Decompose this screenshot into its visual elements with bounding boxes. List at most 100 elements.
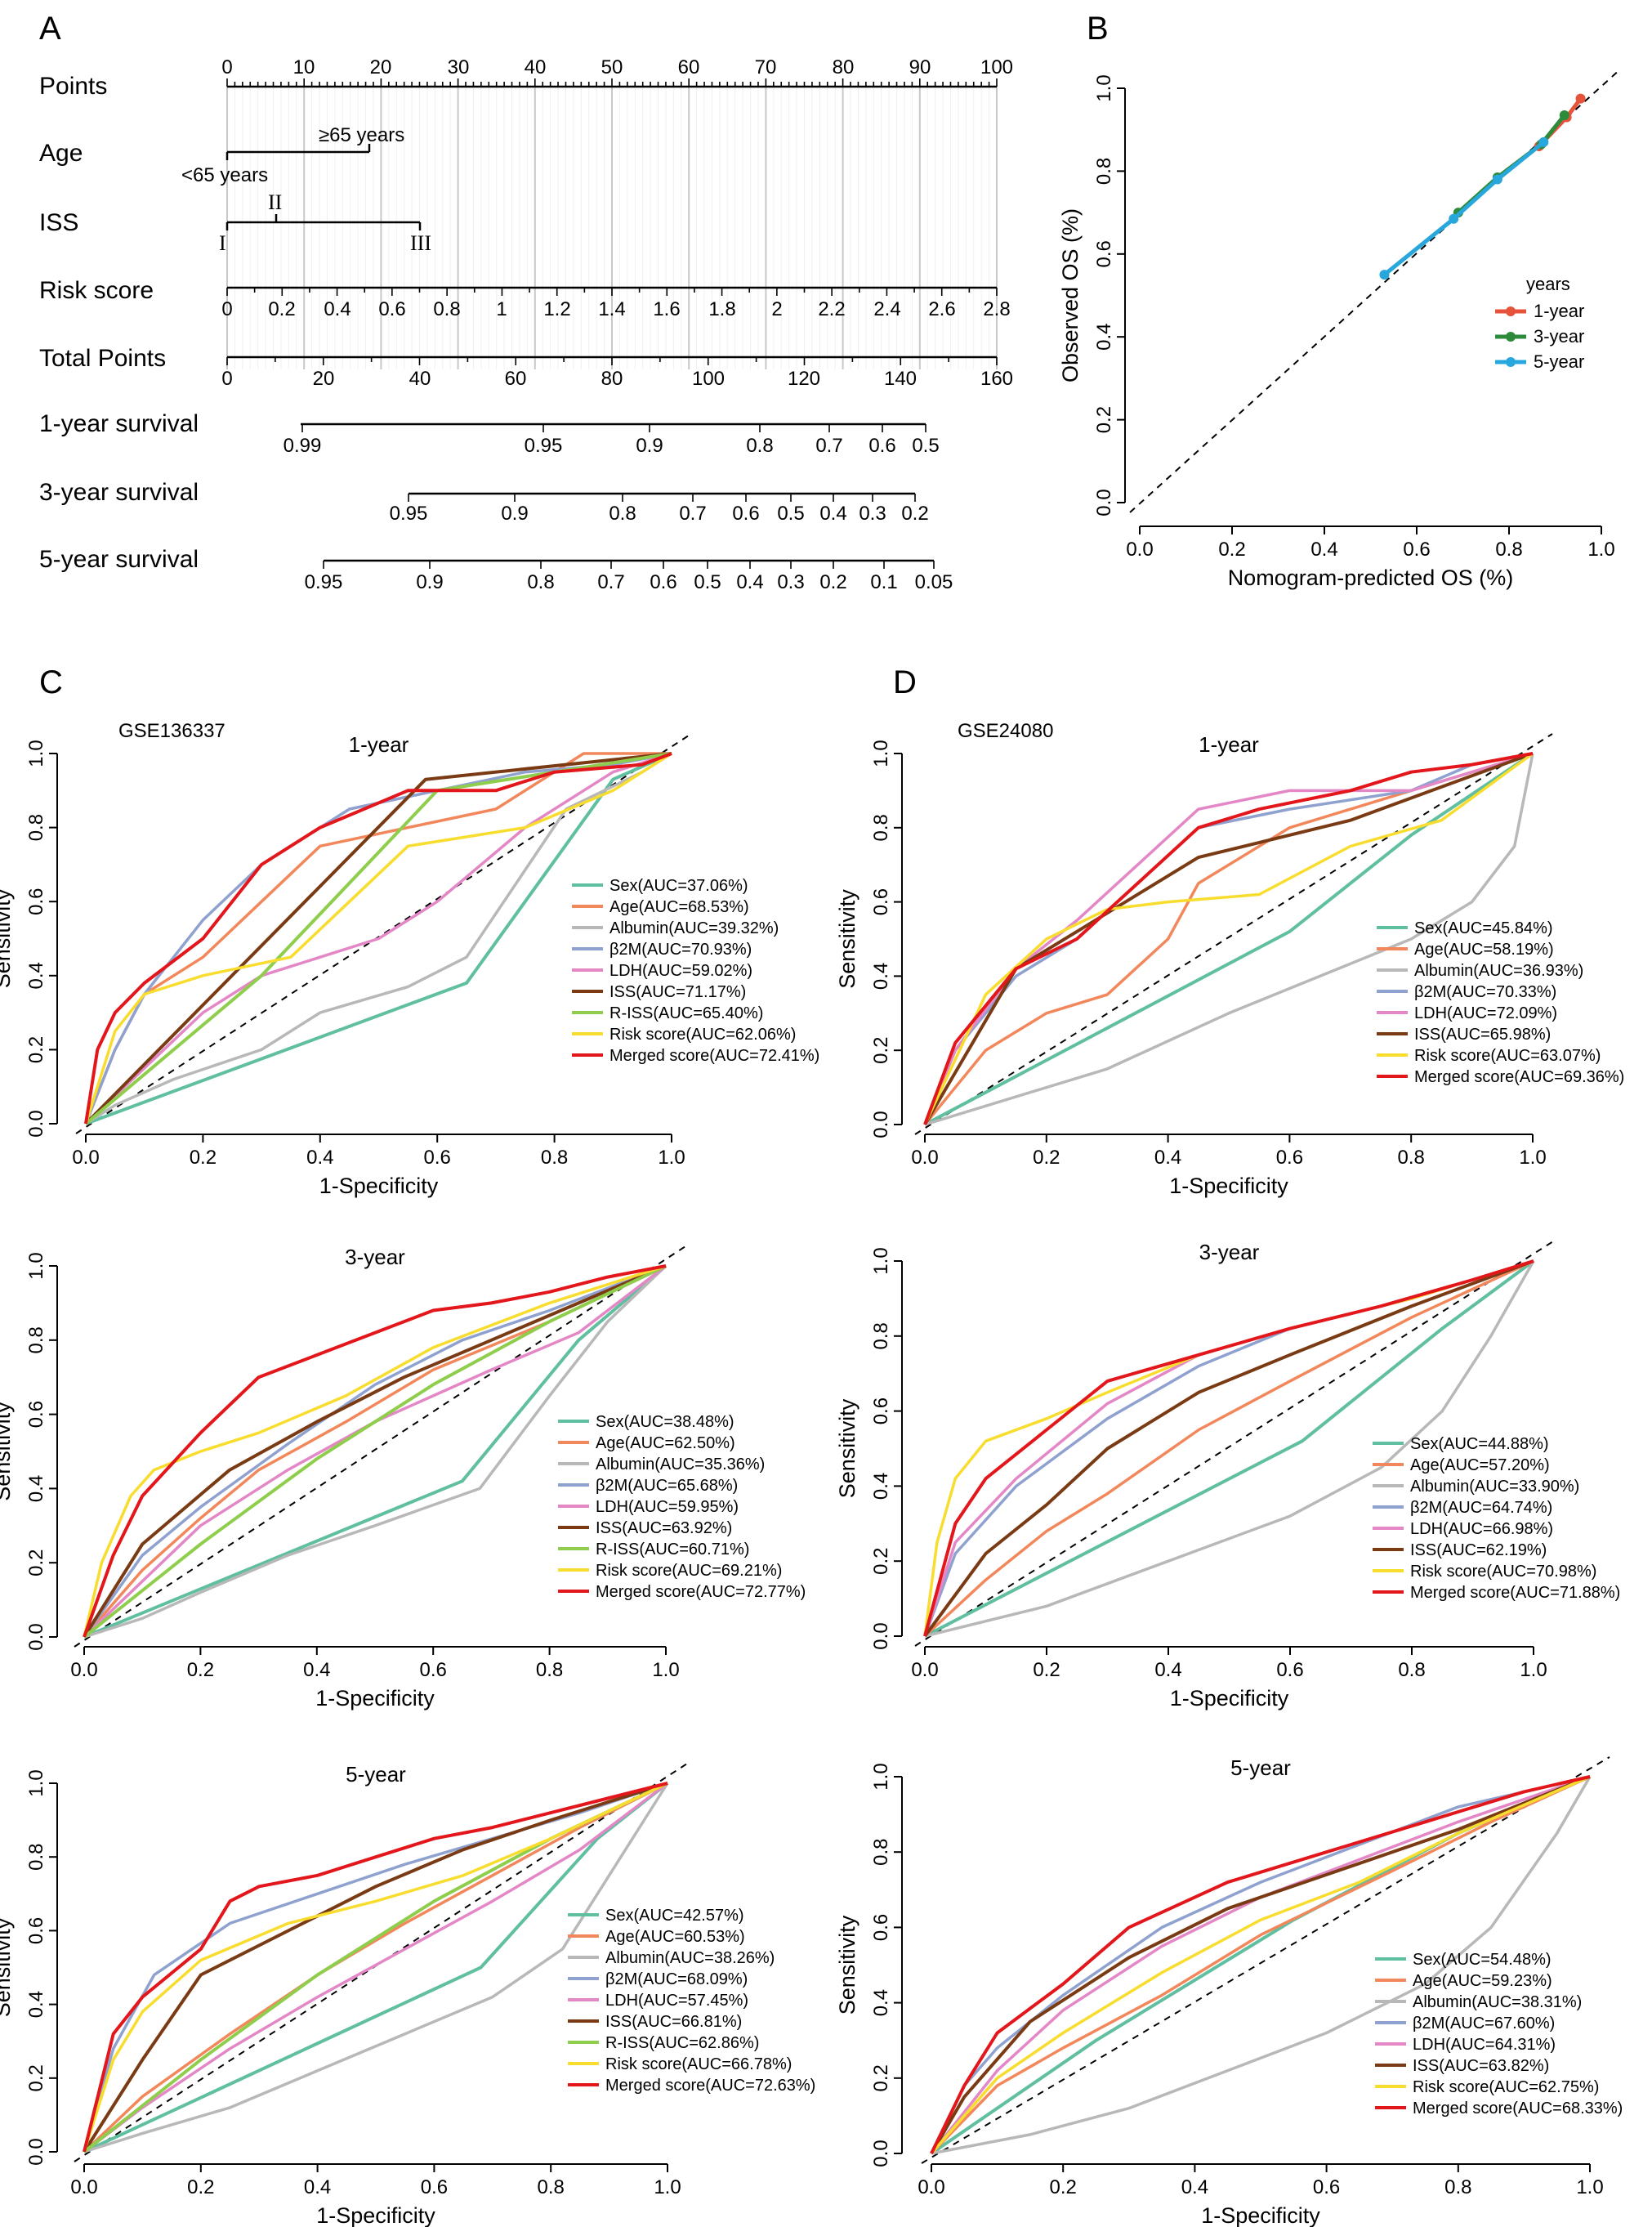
roc-curve-albumin — [924, 753, 1534, 1126]
risk-tick-2: 2 — [771, 298, 782, 320]
roc-curve-age — [83, 1782, 668, 2153]
legend-label: Risk score(AUC=70.98%) — [1410, 1563, 1596, 1581]
y-tick-label: 0.2 — [870, 2064, 892, 2091]
s1-tick-0-7: 0.7 — [815, 435, 842, 457]
points-tick-100: 100 — [980, 56, 1013, 78]
s3-tick-0-8: 0.8 — [609, 503, 636, 525]
risk-tick-2-2: 2.2 — [818, 298, 845, 320]
nomogram-1-year-axis: 0.99 0.95 0.9 0.8 0.7 0.6 0.5 — [284, 423, 940, 457]
iss-tick-ii: II — [268, 190, 282, 214]
panel-label-a: A — [39, 11, 61, 47]
total-tick-0: 0 — [221, 368, 232, 390]
s3-tick-0-6: 0.6 — [732, 503, 759, 525]
x-tick-label: 0.8 — [1398, 1659, 1425, 1681]
points-tick-60: 60 — [678, 56, 700, 78]
legend-label: Merged score(AUC=71.88%) — [1410, 1584, 1620, 1602]
roc-curve-ldh — [930, 1775, 1591, 2155]
risk-tick-2-8: 2.8 — [983, 298, 1010, 320]
x-tick-label: 0.8 — [538, 2176, 565, 2198]
legend-swatch-point — [1506, 306, 1516, 316]
roc-curve-ldh — [923, 752, 1534, 1125]
roc-d-1-year: 0.0 0.2 0.4 0.6 0.8 1.0 0.0 0.2 0.4 0.6 0.8 1.0 1-Sp… — [835, 720, 1624, 1198]
roc-curve--2m — [83, 1264, 667, 1639]
y-tick-label: 0.2 — [870, 1037, 892, 1064]
roc-curve--2m — [930, 1775, 1591, 2154]
legend-label: ISS(AUC=63.92%) — [596, 1519, 732, 1537]
axes: 0.0 0.2 0.4 0.6 0.8 1.0 0.0 0.2 0.4 0.6 0.8 1.0 1-Sp… — [0, 733, 692, 1198]
y-tick-label: 1.0 — [25, 1252, 47, 1279]
calibration-plot: 0.0 0.2 0.4 0.6 0.8 1.0 0.0 0.2 0.4 0.6 0.8 1.0 Nomo… — [1058, 68, 1622, 590]
legend-label: LDH(AUC=64.31%) — [1413, 2036, 1556, 2054]
y-tick-label: 0.4 — [25, 1475, 47, 1502]
diagonal-reference-line — [914, 733, 1553, 1135]
nomogram-total-points-axis: 0 20 40 60 80 100 120 140 160 — [221, 356, 1013, 390]
y-tick-label: 0.6 — [25, 888, 47, 915]
x-tick-label: 0.4 — [303, 1659, 330, 1681]
x-tick-label: 0.6 — [420, 1659, 447, 1681]
axes: 0.0 0.2 0.4 0.6 0.8 1.0 0.0 0.2 0.4 0.6 0.8 1.0 1-Sp… — [0, 1763, 688, 2227]
legend-label: Age(AUC=57.20%) — [1410, 1456, 1550, 1474]
calibration-legend: years 1-year 3-year 5-year — [1495, 274, 1584, 372]
legend-label: Merged score(AUC=72.63%) — [605, 2077, 815, 2095]
y-axis-title: Sensitivity — [835, 889, 859, 989]
legend-label: Merged score(AUC=69.36%) — [1414, 1068, 1624, 1086]
y-tick-label: 0.4 — [870, 963, 892, 990]
y-tick-label: 0.0 — [25, 1623, 47, 1650]
x-tick-label: 0.0 — [918, 2176, 944, 2198]
x-tick-label: 0.6 — [421, 2176, 448, 2198]
axes: 0.0 0.2 0.4 0.6 0.8 1.0 0.0 0.2 0.4 0.6 0.8 1.0 1-Sp… — [835, 1241, 1554, 1710]
s3-tick-0-95: 0.95 — [390, 503, 428, 525]
x-tick-label: 0.0 — [70, 1659, 97, 1681]
risk-tick-0-2: 0.2 — [268, 298, 295, 320]
legend-title: years — [1526, 274, 1570, 294]
legend-label: Sex(AUC=42.57%) — [605, 1907, 744, 1925]
roc-c-3-year: 0.0 0.2 0.4 0.6 0.8 1.0 0.0 0.2 0.4 0.6 0.8 1.0 1-Sp… — [0, 1245, 806, 1710]
y-tick-label: 0.0 — [870, 1111, 892, 1138]
legend-label: Sex(AUC=44.88%) — [1410, 1435, 1549, 1453]
points-tick-20: 20 — [370, 56, 392, 78]
panel-label-d: D — [893, 664, 917, 700]
legend-label: Age(AUC=59.23%) — [1413, 1972, 1552, 1990]
s1-tick-0-9: 0.9 — [636, 435, 663, 457]
nomogram-label-iss: ISS — [39, 209, 78, 236]
legend-label: LDH(AUC=66.98%) — [1410, 1520, 1553, 1538]
roc-curve-albumin — [85, 752, 672, 1125]
chart-title: 3-year — [1199, 1240, 1260, 1264]
risk-tick-0-4: 0.4 — [324, 298, 350, 320]
axes: 0.0 0.2 0.4 0.6 0.8 1.0 0.0 0.2 0.4 0.6 0.8 1.0 1-Sp… — [835, 1756, 1610, 2227]
x-tick-label: 0.0 — [911, 1147, 938, 1169]
y-tick-label: 0.8 — [870, 1839, 892, 1866]
legend-label: Sex(AUC=37.06%) — [609, 877, 748, 895]
y-tick-label: 0.4 — [25, 1991, 47, 2018]
y-tick-label: 0.2 — [25, 2064, 47, 2091]
roc-curve-sex — [83, 1264, 667, 1639]
y-tick-label: 0.4 — [25, 962, 47, 989]
y-tick-label: 0.2 — [1093, 406, 1115, 433]
y-tick-label: 1.0 — [870, 740, 892, 767]
risk-tick-1: 1 — [496, 298, 507, 320]
x-tick-label: 0.2 — [187, 2176, 214, 2198]
roc-curve-sex — [924, 1259, 1535, 1638]
roc-curve-risk-score — [84, 752, 672, 1125]
legend-label: Sex(AUC=45.84%) — [1414, 919, 1553, 937]
legend-label: R-ISS(AUC=62.86%) — [605, 2034, 759, 2052]
calibration-5-year-line — [1382, 140, 1545, 277]
y-tick-label: 1.0 — [870, 1247, 892, 1274]
legend-label: β2M(AUC=64.74%) — [1410, 1499, 1552, 1517]
chart-title: 1-year — [349, 732, 409, 757]
total-tick-160: 160 — [980, 368, 1013, 390]
total-tick-140: 140 — [884, 368, 917, 390]
points-tick-80: 80 — [833, 56, 855, 78]
dataset-label: GSE24080 — [958, 720, 1053, 742]
iss-tick-i: I — [219, 231, 226, 255]
risk-tick-0: 0 — [221, 298, 232, 320]
x-tick-label: 1.0 — [1520, 1659, 1547, 1681]
total-tick-60: 60 — [505, 368, 527, 390]
roc-c-1-year: 0.0 0.2 0.4 0.6 0.8 1.0 0.0 0.2 0.4 0.6 0.8 1.0 1-Sp… — [0, 720, 819, 1198]
nomogram-iss-axis: I II III — [219, 190, 431, 255]
total-tick-40: 40 — [409, 368, 431, 390]
x-tick-label: 1.0 — [1576, 2176, 1603, 2198]
x-tick-label: 0.0 — [72, 1147, 99, 1169]
roc-curve-albumin — [924, 1260, 1535, 1638]
diagonal-reference-line — [74, 1245, 686, 1648]
